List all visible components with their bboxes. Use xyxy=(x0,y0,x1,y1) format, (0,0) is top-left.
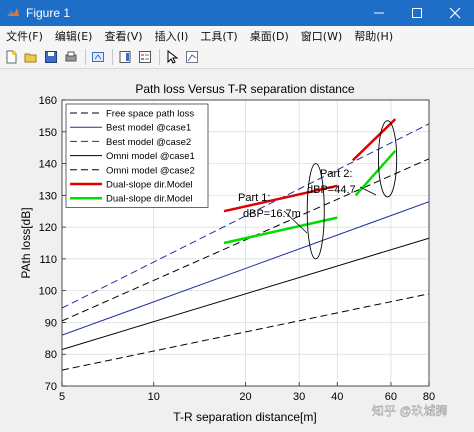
maximize-icon xyxy=(412,8,422,18)
open-file-icon xyxy=(24,53,37,63)
path-loss-chart[interactable]: 5 10 20 30 40 60 80 70 80 90 100 110 120 130 140 150 160… xyxy=(0,69,474,428)
x-tick-label: 10 xyxy=(148,391,160,403)
legend-entry-5: Dual-slope dir.Model xyxy=(106,180,193,191)
series-line-3-0 xyxy=(62,237,429,350)
open-file-button[interactable] xyxy=(22,48,40,66)
close-button[interactable] xyxy=(436,0,474,26)
close-icon xyxy=(449,7,461,19)
link-icon xyxy=(92,52,104,62)
annotation-1-line-0: Part 2: xyxy=(320,168,352,180)
menu-insert[interactable]: 插入(I) xyxy=(154,30,189,43)
colorbar-button[interactable] xyxy=(116,48,134,66)
annotation-0-line-0: Part 1: xyxy=(238,192,270,204)
legend-entry-1: Best model @case1 xyxy=(106,123,191,134)
x-tick-label: 5 xyxy=(59,391,65,403)
breakpoint-ellipse-1 xyxy=(377,120,398,198)
y-tick-label: 70 xyxy=(45,381,57,393)
data-cursor-icon xyxy=(186,51,198,63)
link-button[interactable] xyxy=(89,48,107,66)
y-tick-label: 90 xyxy=(45,317,57,329)
x-tick-label: 20 xyxy=(239,391,251,403)
pointer-icon xyxy=(167,50,179,64)
series-line-5-0 xyxy=(223,184,338,213)
menu-help[interactable]: 帮助(H) xyxy=(354,30,394,43)
menu-file[interactable]: 文件(F) xyxy=(6,30,43,43)
menu-view[interactable]: 查看(V) xyxy=(104,30,143,43)
series-line-0-0 xyxy=(62,293,429,371)
legend-icon xyxy=(139,51,151,63)
title-bar[interactable]: Figure 1 xyxy=(0,0,474,26)
legend-button[interactable] xyxy=(136,48,154,66)
colorbar-icon xyxy=(119,51,131,63)
annotation-arrow-0 xyxy=(283,210,308,234)
minimize-icon xyxy=(374,12,384,14)
menu-window[interactable]: 窗口(W) xyxy=(300,30,343,43)
breakpoint-ellipse-0 xyxy=(306,163,325,260)
legend-entry-3: Omni model @case1 xyxy=(106,151,195,162)
annotation-1-line-1: dBP=44.7 xyxy=(307,184,356,196)
legend-entry-2: Best model @case2 xyxy=(106,137,191,148)
y-tick-label: 110 xyxy=(39,254,57,266)
y-tick-label: 150 xyxy=(39,127,57,139)
y-tick-label: 130 xyxy=(39,190,57,202)
new-figure-button[interactable] xyxy=(2,48,20,66)
series-line-6-0 xyxy=(223,216,338,245)
x-tick-label: 80 xyxy=(423,391,435,403)
save-button[interactable] xyxy=(42,48,60,66)
x-axis-label: T-R separation distance[m] xyxy=(173,410,316,424)
data-cursor-button[interactable] xyxy=(183,48,201,66)
annotation-arrow-1 xyxy=(359,186,377,196)
x-tick-label: 40 xyxy=(331,391,343,403)
legend-entry-6: Dual-slope dir.Model xyxy=(106,194,193,205)
menu-desktop[interactable]: 桌面(D) xyxy=(249,30,289,43)
minimize-button[interactable] xyxy=(360,0,398,26)
chart-title: Path loss Versus T-R separation distance xyxy=(135,82,355,96)
y-tick-label: 100 xyxy=(39,286,57,298)
series-line-1-0 xyxy=(62,201,429,336)
figure-canvas: 5 10 20 30 40 60 80 70 80 90 100 110 120 130 140 150 160… xyxy=(0,69,474,428)
series-line-2-0 xyxy=(62,123,429,309)
axis-ticks: 5 10 20 30 40 60 80 70 80 90 100 110 120 130 140 150 160 xyxy=(39,95,435,403)
print-icon xyxy=(65,51,77,62)
pointer-button[interactable] xyxy=(163,48,181,66)
y-tick-label: 80 xyxy=(45,349,57,361)
menu-tools[interactable]: 工具(T) xyxy=(200,30,238,43)
y-tick-label: 160 xyxy=(39,95,57,107)
print-button[interactable] xyxy=(62,48,80,66)
series-line-4-0 xyxy=(62,158,429,322)
y-tick-label: 120 xyxy=(39,222,57,234)
figure-toolbar xyxy=(0,46,474,69)
x-tick-label: 60 xyxy=(385,391,397,403)
legend-entry-4: Omni model @case2 xyxy=(106,165,195,176)
maximize-button[interactable] xyxy=(398,0,436,26)
x-tick-label: 30 xyxy=(293,391,305,403)
series-line-5-1 xyxy=(351,118,397,162)
annotations: Part 1: dBP=16.7m Part 2: dBP=44.7 xyxy=(238,168,377,234)
y-axis-label: PAth loss[dB] xyxy=(19,207,33,278)
save-icon xyxy=(45,51,57,63)
legend: Free space path loss Best model @case1 Bes… xyxy=(65,103,209,208)
legend-entry-0: Free space path loss xyxy=(106,109,194,120)
watermark: 知乎 @玖城狮 xyxy=(372,404,448,418)
y-tick-label: 140 xyxy=(39,159,57,171)
new-figure-icon xyxy=(6,50,17,64)
window-title: Figure 1 xyxy=(26,6,71,20)
annotation-0-line-1: dBP=16.7m xyxy=(243,208,301,220)
menu-bar: 文件(F) 编辑(E) 查看(V) 插入(I) 工具(T) 桌面(D) 窗口(W… xyxy=(0,26,474,46)
matlab-icon xyxy=(7,8,19,16)
menu-edit[interactable]: 编辑(E) xyxy=(54,30,93,43)
